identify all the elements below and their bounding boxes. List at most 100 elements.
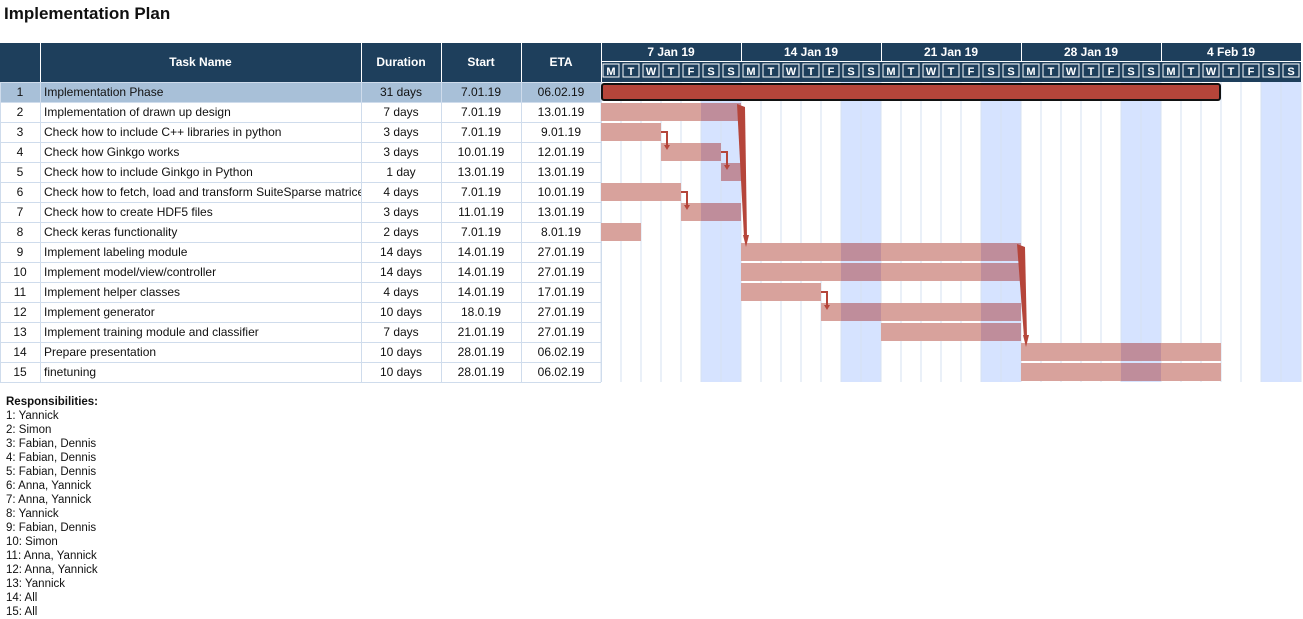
task-start: 7.01.19	[461, 225, 501, 239]
task-start: 28.01.19	[458, 365, 505, 379]
day-letter-box	[662, 63, 680, 78]
day-letter: T	[948, 66, 955, 78]
task-bar[interactable]	[601, 183, 681, 201]
task-start: 14.01.19	[458, 245, 505, 259]
task-number: 7	[17, 205, 24, 219]
day-letter: W	[926, 66, 937, 78]
day-letter-box	[1222, 63, 1240, 78]
day-letter: S	[867, 66, 874, 78]
day-letter: S	[847, 66, 854, 78]
task-number: 9	[17, 245, 24, 259]
task-bar-weekend	[1141, 363, 1161, 381]
task-start: 21.01.19	[458, 325, 505, 339]
task-duration: 14 days	[380, 245, 422, 259]
task-bar-weekend	[1001, 323, 1021, 341]
week-label: 7 Jan 19	[647, 45, 695, 59]
day-letter: M	[886, 66, 895, 78]
dependency-arrowhead	[684, 205, 690, 210]
gantt-chart: Task Name Duration Start ETA 7 Jan 19 14 Jan …	[0, 43, 1302, 383]
task-bar-weekend	[981, 243, 1001, 261]
task-number: 3	[17, 125, 24, 139]
task-bar-weekend	[1121, 343, 1141, 361]
responsibilities-list: 1: Yannick 2: Simon 3: Fabian, Dennis 4: Fa…	[6, 409, 98, 619]
week-label: 28 Jan 19	[1064, 45, 1118, 59]
day-letter: F	[1248, 66, 1255, 78]
day-letter: M	[746, 66, 755, 78]
responsibility-item: 5: Fabian, Dennis	[6, 466, 97, 478]
day-letter-box	[702, 63, 720, 78]
task-start: 14.01.19	[458, 265, 505, 279]
day-letter: T	[668, 66, 675, 78]
task-number: 10	[13, 265, 27, 279]
day-letter-box	[1122, 63, 1140, 78]
summary-bar[interactable]	[601, 83, 1221, 101]
day-letter: S	[707, 66, 714, 78]
responsibilities: Responsibilities: 1: Yannick 2: Simon 3: F…	[6, 395, 98, 619]
task-duration: 31 days	[380, 85, 422, 99]
task-name: Implementation Phase	[44, 85, 164, 99]
task-eta: 12.01.19	[538, 145, 585, 159]
responsibility-item: 9: Fabian, Dennis	[6, 522, 97, 534]
day-letter-box	[622, 63, 640, 78]
dependency-arrowhead	[743, 235, 749, 247]
responsibility-item: 6: Anna, Yannick	[6, 480, 92, 492]
day-letter-box	[942, 63, 960, 78]
task-bar-weekend	[861, 263, 881, 281]
task-eta: 06.02.19	[538, 85, 585, 99]
task-number: 6	[17, 185, 24, 199]
day-letter-box	[802, 63, 820, 78]
task-name: Implement labeling module	[44, 245, 188, 259]
weekend-column	[701, 82, 721, 382]
dependency-arrow	[821, 291, 828, 308]
task-duration: 7 days	[383, 325, 418, 339]
task-number: 12	[13, 305, 27, 319]
task-name: Check how to create HDF5 files	[44, 205, 213, 219]
responsibilities-heading: Responsibilities:	[6, 396, 99, 408]
task-duration: 10 days	[380, 305, 422, 319]
task-eta: 10.01.19	[538, 185, 585, 199]
day-letter: T	[1088, 66, 1095, 78]
task-bar-weekend	[981, 323, 1001, 341]
day-letter: S	[1127, 66, 1134, 78]
task-bar[interactable]	[601, 223, 641, 241]
responsibility-item: 2: Simon	[6, 424, 52, 436]
task-eta: 13.01.19	[538, 205, 585, 219]
task-number: 4	[17, 145, 24, 159]
day-letter-box	[1182, 63, 1200, 78]
day-letter-box	[922, 63, 940, 78]
task-bar-weekend	[841, 263, 861, 281]
week-label: 21 Jan 19	[924, 45, 978, 59]
day-letter: T	[768, 66, 775, 78]
task-name: Implementation of drawn up design	[44, 105, 231, 119]
task-eta: 9.01.19	[541, 125, 581, 139]
day-letter: S	[1147, 66, 1154, 78]
task-bar[interactable]	[601, 123, 661, 141]
task-name: Prepare presentation	[44, 345, 156, 359]
day-letter-box	[1062, 63, 1080, 78]
day-letter: F	[1108, 66, 1115, 78]
task-name: Check how to fetch, load and transform S…	[44, 185, 370, 199]
task-bar-weekend	[1001, 263, 1021, 281]
weekend-column	[861, 82, 881, 382]
task-start: 11.01.19	[458, 205, 504, 219]
column-header-eta: ETA	[549, 55, 572, 69]
responsibility-item: 14: All	[6, 592, 38, 604]
task-name: finetuning	[44, 365, 96, 379]
weekend-column	[1121, 82, 1141, 382]
dependency-arrow	[721, 151, 728, 168]
task-duration: 1 day	[386, 165, 415, 179]
task-name: Check how to include C++ libraries in py…	[44, 125, 281, 139]
day-letter: W	[786, 66, 797, 78]
day-letter: S	[1267, 66, 1274, 78]
weekend-column	[1141, 82, 1161, 382]
task-eta: 13.01.19	[538, 165, 585, 179]
day-letter-box	[1042, 63, 1060, 78]
task-eta: 8.01.19	[541, 225, 581, 239]
task-bar-weekend	[861, 303, 881, 321]
weekend-column	[1281, 82, 1301, 382]
weekend-column	[721, 82, 741, 382]
day-letter-box	[982, 63, 1000, 78]
dependency-arrowhead	[1023, 335, 1029, 347]
task-start: 10.01.19	[458, 145, 505, 159]
task-bar[interactable]	[741, 283, 821, 301]
